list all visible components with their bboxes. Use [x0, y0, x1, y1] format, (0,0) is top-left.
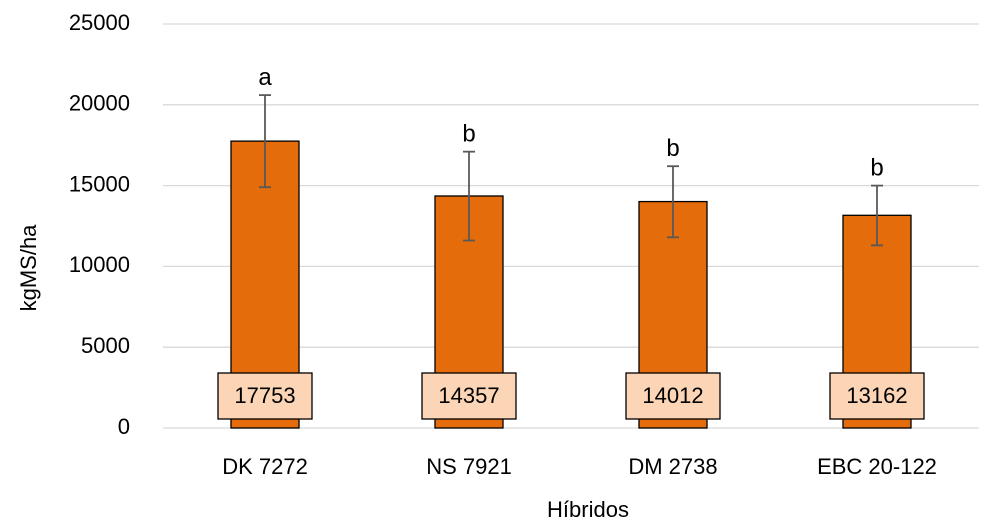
x-axis-title: Híbridos	[547, 497, 629, 522]
y-tick-label: 15000	[69, 171, 130, 196]
error-bars	[259, 94, 883, 247]
data-label: 14357	[438, 383, 499, 408]
y-axis-title: kgMS/ha	[16, 224, 41, 312]
y-tick-label: 0	[118, 414, 130, 439]
x-tick-label: DK 7272	[222, 454, 308, 479]
y-tick-label: 25000	[69, 10, 130, 35]
data-label: 14012	[642, 383, 703, 408]
data-label-box	[829, 372, 925, 420]
x-tick-label: EBC 20-122	[817, 454, 937, 479]
significance-letter: b	[870, 155, 883, 182]
significance-letter: b	[666, 135, 679, 162]
data-label: 13162	[846, 383, 907, 408]
x-tick-label: NS 7921	[426, 454, 512, 479]
data-label-box	[217, 372, 313, 420]
data-label: 17753	[234, 383, 295, 408]
y-tick-label: 5000	[81, 333, 130, 358]
data-label-box	[625, 372, 721, 420]
significance-letter: b	[462, 121, 475, 148]
y-axis-ticks: 0 5000 10000 15000 20000 25000	[69, 10, 130, 439]
y-tick-label: 10000	[69, 252, 130, 277]
significance-letters: a b b b	[258, 64, 883, 181]
x-tick-label: DM 2738	[628, 454, 717, 479]
data-label-box	[421, 372, 517, 420]
significance-letter: a	[258, 64, 272, 91]
y-tick-label: 20000	[69, 91, 130, 116]
bars	[230, 140, 912, 429]
data-labels: 17753 14357 14012 13162	[217, 372, 925, 420]
x-axis-ticks: DK 7272 NS 7921 DM 2738 EBC 20-122	[222, 454, 937, 479]
